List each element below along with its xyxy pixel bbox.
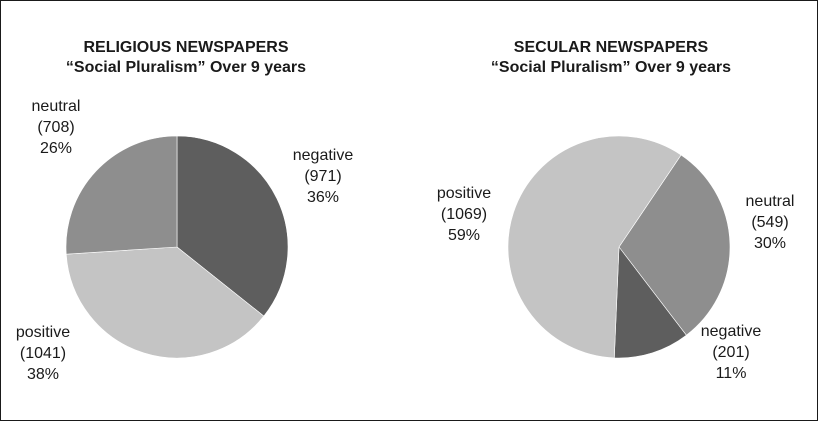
pie-slice-religious-negative xyxy=(176,135,289,317)
slice-label-percent: 30% xyxy=(753,235,787,252)
chart-title: SECULAR NEWSPAPERS xyxy=(513,39,709,56)
slice-label-secular-positive: positive (1069) 59% xyxy=(431,183,497,246)
slice-label-secular-neutral: neutral (549) 30% xyxy=(735,191,805,254)
chart-title-religious: RELIGIOUS NEWSPAPERS “Social Pluralism” … xyxy=(41,38,331,78)
slice-label-name: negative xyxy=(292,147,354,164)
chart-subtitle: “Social Pluralism” Over 9 years xyxy=(490,59,732,76)
slice-label-name: neutral xyxy=(31,98,81,115)
slice-label-name: neutral xyxy=(745,193,795,210)
slice-label-count: (1041) xyxy=(19,345,67,362)
chart-subtitle: “Social Pluralism” Over 9 years xyxy=(65,59,307,76)
slice-label-percent: 36% xyxy=(306,189,340,206)
slice-label-religious-neutral: neutral (708) 26% xyxy=(21,96,91,159)
slice-label-count: (201) xyxy=(712,344,750,361)
slice-label-count: (971) xyxy=(304,168,342,185)
slice-label-percent: 38% xyxy=(26,366,60,383)
slice-label-percent: 11% xyxy=(715,365,747,382)
slice-label-percent: 26% xyxy=(39,140,73,157)
slice-label-religious-positive: positive (1041) 38% xyxy=(13,322,73,385)
chart-title-secular: SECULAR NEWSPAPERS “Social Pluralism” Ov… xyxy=(466,38,756,78)
slice-label-count: (1069) xyxy=(440,206,488,223)
slice-label-name: positive xyxy=(436,185,492,202)
slice-label-name: negative xyxy=(700,323,762,340)
pie-slice-secular-positive xyxy=(507,135,682,359)
pie-slice-religious-positive xyxy=(65,246,265,359)
slice-label-secular-negative: negative (201) 11% xyxy=(691,321,771,384)
pie-slice-secular-negative xyxy=(613,246,687,359)
pie-slice-religious-neutral xyxy=(65,135,178,255)
slice-label-name: positive xyxy=(15,324,71,341)
slice-label-count: (708) xyxy=(37,119,75,136)
slice-label-count: (549) xyxy=(751,214,789,231)
slice-label-percent: 59% xyxy=(447,227,481,244)
chart-title: RELIGIOUS NEWSPAPERS xyxy=(83,39,289,56)
pie-slice-secular-neutral xyxy=(618,154,731,336)
slice-label-religious-negative: negative (971) 36% xyxy=(283,145,363,208)
